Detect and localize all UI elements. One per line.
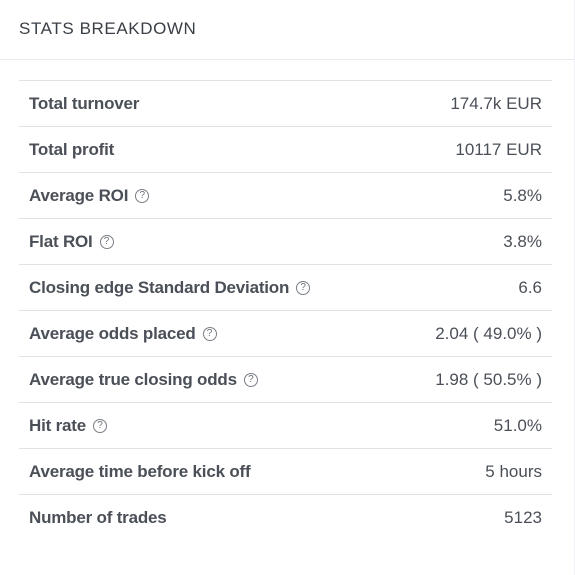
stat-label: Average true closing odds [29, 369, 237, 389]
stat-value: 5.8% [503, 185, 542, 205]
stat-value: 3.8% [503, 231, 542, 251]
stat-value: 51.0% [493, 415, 542, 435]
stat-label: Total turnover [29, 93, 140, 113]
stat-row-total-turnover: Total turnover 174.7k EUR [19, 80, 552, 126]
stat-value: 5123 [504, 507, 542, 527]
card-title: STATS BREAKDOWN [19, 19, 197, 38]
help-icon[interactable]: ? [99, 234, 114, 249]
stat-label-wrap: Total turnover [29, 94, 139, 114]
stat-label-wrap: Average true closing odds ? [29, 370, 258, 390]
stat-label-wrap: Number of trades [29, 508, 167, 528]
stat-row-average-roi: Average ROI ? 5.8% [19, 172, 552, 218]
stat-row-average-odds-placed: Average odds placed ? 2.04 ( 49.0% ) [19, 310, 552, 356]
stat-label-wrap: Flat ROI ? [29, 232, 114, 252]
stat-label: Flat ROI [29, 231, 93, 251]
stat-value: 5 hours [485, 461, 542, 481]
stat-row-average-true-closing-odds: Average true closing odds ? 1.98 ( 50.5%… [19, 356, 552, 402]
stat-value: 174.7k EUR [450, 93, 542, 113]
card-header: STATS BREAKDOWN [0, 0, 574, 60]
stat-row-number-of-trades: Number of trades 5123 [19, 494, 552, 540]
stat-label: Total profit [29, 139, 115, 159]
stat-value: 10117 EUR [455, 139, 542, 159]
stat-row-closing-edge-std-dev: Closing edge Standard Deviation ? 6.6 [19, 264, 552, 310]
stat-label-wrap: Total profit [29, 140, 114, 160]
help-icon[interactable]: ? [92, 418, 107, 433]
stats-table: Total turnover 174.7k EUR Total profit 1… [19, 80, 552, 540]
help-icon[interactable]: ? [243, 372, 258, 387]
stat-label: Average odds placed [29, 323, 196, 343]
stat-value: 1.98 ( 50.5% ) [435, 369, 542, 389]
stat-label: Hit rate [29, 415, 86, 435]
stat-row-hit-rate: Hit rate ? 51.0% [19, 402, 552, 448]
stat-label: Average time before kick off [29, 461, 251, 481]
stat-row-average-time-before-kick-off: Average time before kick off 5 hours [19, 448, 552, 494]
stat-label: Number of trades [29, 507, 167, 527]
stat-value: 2.04 ( 49.0% ) [435, 323, 542, 343]
stat-label: Closing edge Standard Deviation [29, 277, 290, 297]
stat-label-wrap: Closing edge Standard Deviation ? [29, 277, 311, 298]
stat-label-wrap: Average odds placed ? [29, 324, 217, 344]
stat-row-flat-roi: Flat ROI ? 3.8% [19, 218, 552, 264]
help-icon[interactable]: ? [135, 188, 150, 203]
stat-label: Average ROI [29, 185, 129, 205]
help-icon[interactable]: ? [202, 326, 217, 341]
stat-label-wrap: Average time before kick off [29, 461, 251, 482]
stat-label-wrap: Average ROI ? [29, 185, 150, 206]
stat-value: 6.6 [518, 277, 542, 297]
stat-label-wrap: Hit rate ? [29, 416, 107, 436]
help-icon[interactable]: ? [296, 280, 311, 295]
stat-row-total-profit: Total profit 10117 EUR [19, 126, 552, 172]
